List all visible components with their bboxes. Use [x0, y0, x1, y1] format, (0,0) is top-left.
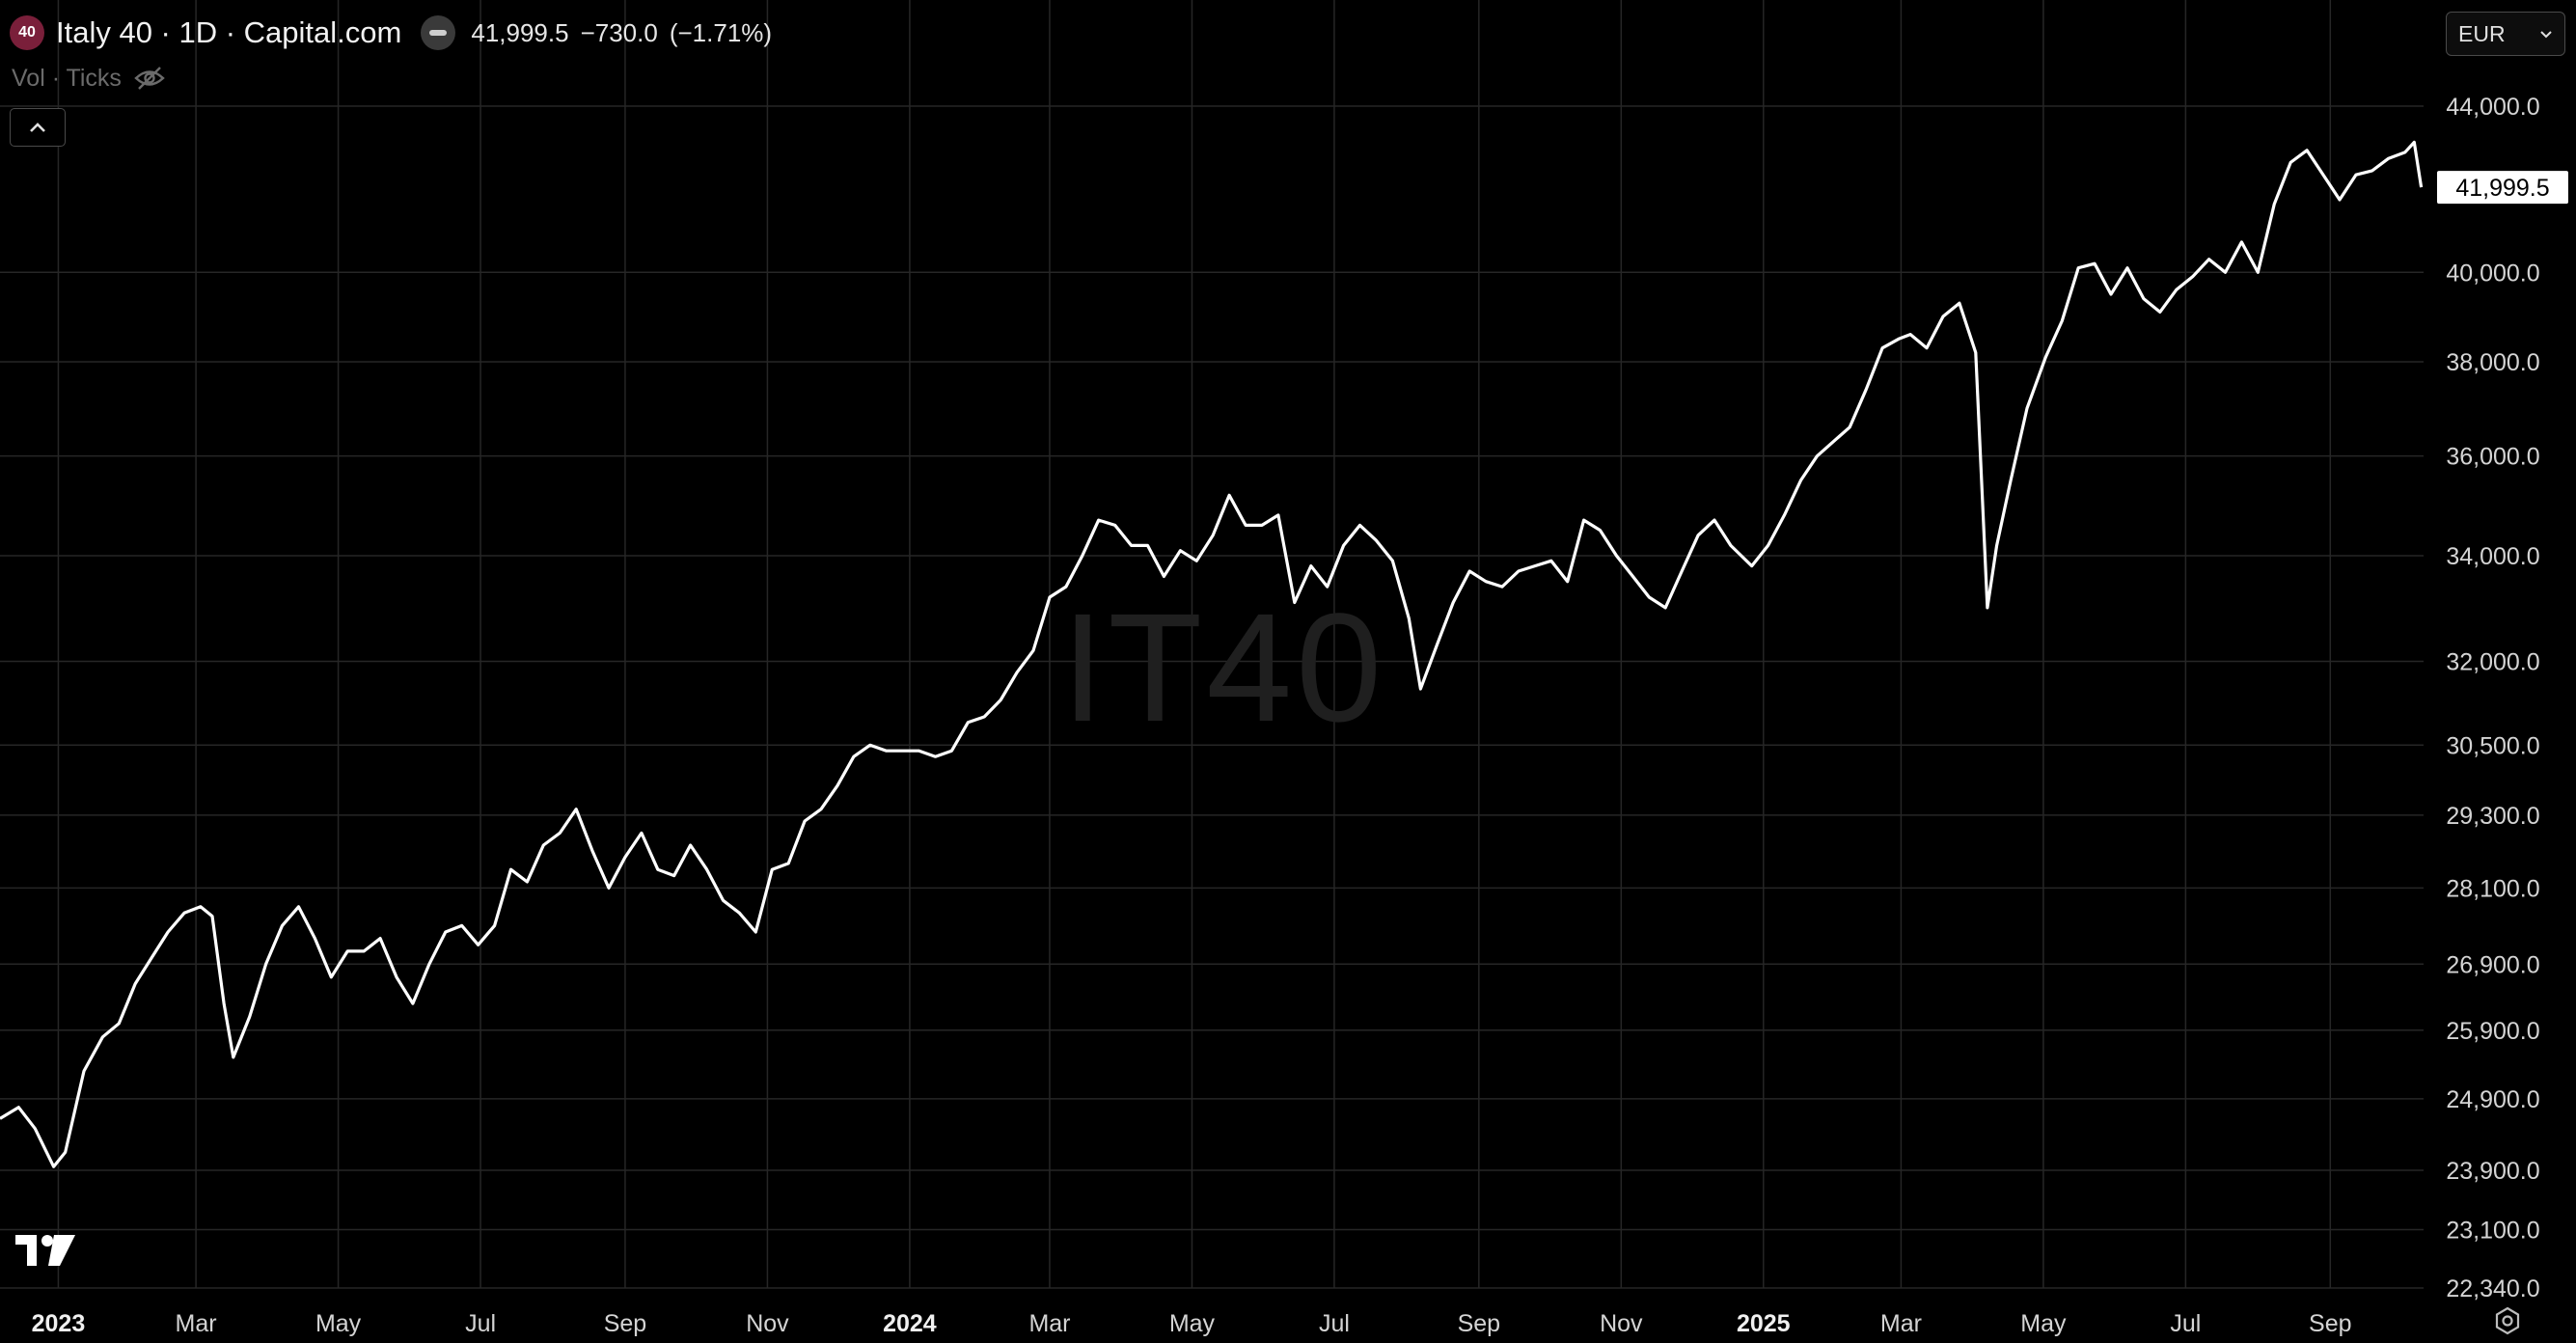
last-price-label: 41,999.5 [2455, 175, 2549, 202]
change-value: −730.0 [580, 17, 658, 47]
symbol-title[interactable]: Italy 40 · 1D · Capital.com [56, 15, 402, 49]
x-tick-label: Jul [465, 1310, 496, 1337]
chevron-up-icon [30, 123, 45, 132]
x-tick-label: Mar [176, 1310, 217, 1337]
volume-indicator-legend[interactable]: Vol · Ticks [12, 62, 166, 95]
time-axis[interactable]: 2023 Mar May Jul Sep Nov 2024 Mar May Jul Sep Nov 20… [32, 1310, 2352, 1337]
y-tick-label: 32,000.0 [2446, 649, 2539, 676]
x-tick-label: Jul [2170, 1310, 2201, 1337]
price-summary: 41,999.5 −730.0 (−1.71%) [471, 18, 783, 48]
y-tick-label: 30,500.0 [2446, 732, 2539, 759]
x-tick-label: Mar [1880, 1310, 1922, 1337]
x-tick-label: Mar [1028, 1310, 1070, 1337]
currency-value: EUR [2458, 20, 2506, 46]
y-tick-label: 38,000.0 [2446, 349, 2539, 376]
chevron-down-icon [2540, 31, 2552, 39]
last-price-badge [2437, 171, 2568, 205]
x-tick-label: Nov [1600, 1310, 1643, 1337]
y-tick-label: 22,340.0 [2446, 1275, 2539, 1302]
x-tick-label: May [2020, 1310, 2067, 1337]
y-tick-label: 26,900.0 [2446, 951, 2539, 978]
eye-off-icon[interactable] [133, 62, 166, 95]
currency-select[interactable]: EUR [2446, 12, 2565, 56]
y-tick-label: 23,900.0 [2446, 1158, 2539, 1185]
symbol-watermark: IT40 [1061, 581, 1386, 754]
collapse-legend-button[interactable] [10, 108, 66, 147]
x-tick-label: 2024 [883, 1310, 937, 1337]
x-tick-label: Sep [1458, 1310, 1500, 1337]
x-tick-label: May [315, 1310, 362, 1337]
last-value: 41,999.5 [471, 17, 569, 47]
x-tick-label: Sep [2309, 1310, 2351, 1337]
x-tick-label: Nov [746, 1310, 789, 1337]
horizontal-grid [0, 105, 2424, 1289]
x-tick-label: May [1169, 1310, 1216, 1337]
price-axis[interactable]: 44,000.0 40,000.0 38,000.0 36,000.0 34,000.0… [2446, 94, 2539, 1302]
symbol-badge: 40 [10, 15, 44, 50]
x-tick-label: 2025 [1737, 1310, 1791, 1337]
change-percent: (−1.71%) [669, 17, 773, 47]
x-tick-label: 2023 [32, 1310, 86, 1337]
y-tick-label: 44,000.0 [2446, 94, 2539, 121]
y-tick-label: 34,000.0 [2446, 543, 2539, 570]
x-tick-label: Jul [1319, 1310, 1350, 1337]
price-line [0, 140, 2424, 1168]
market-status-icon[interactable] [421, 15, 456, 50]
y-tick-label: 23,100.0 [2446, 1218, 2539, 1245]
y-tick-label: 28,100.0 [2446, 875, 2539, 902]
y-tick-label: 24,900.0 [2446, 1086, 2539, 1113]
tradingview-logo-icon[interactable] [15, 1233, 77, 1268]
indicator-label[interactable]: Vol · Ticks [12, 64, 122, 92]
y-tick-label: 25,900.0 [2446, 1018, 2539, 1045]
vertical-grid [57, 0, 2332, 1288]
price-series [0, 140, 2424, 1168]
series-legend[interactable]: 40 Italy 40 · 1D · Capital.com 41,999.5−… [10, 14, 783, 52]
last-price-marker: 41,999.5 [2437, 171, 2568, 205]
x-tick-label: Sep [604, 1310, 646, 1337]
y-tick-label: 36,000.0 [2446, 444, 2539, 471]
settings-gear-icon[interactable] [2492, 1305, 2523, 1336]
y-tick-label: 40,000.0 [2446, 260, 2539, 287]
y-tick-label: 29,300.0 [2446, 803, 2539, 830]
